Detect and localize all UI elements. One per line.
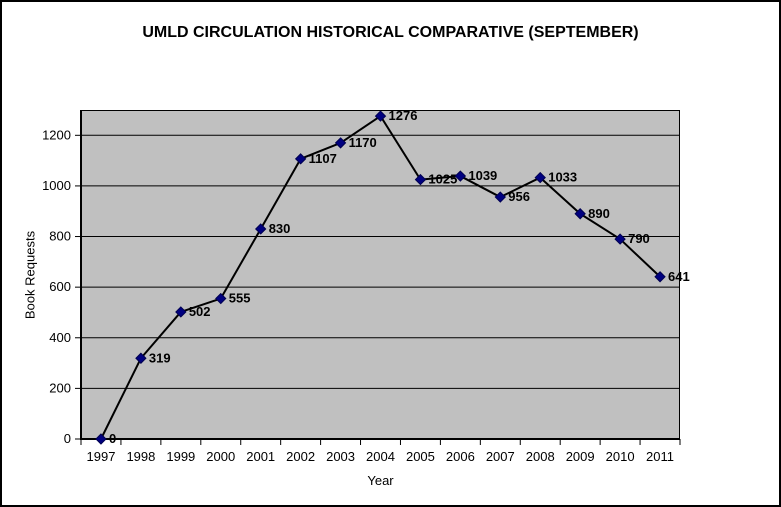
data-point-marker bbox=[494, 191, 507, 203]
data-point-label: 641 bbox=[668, 269, 690, 284]
data-point-label: 890 bbox=[588, 206, 610, 221]
plot-area bbox=[81, 110, 680, 439]
data-point-marker bbox=[654, 271, 666, 283]
x-tick-label: 2003 bbox=[326, 449, 355, 464]
data-point-label: 1276 bbox=[389, 108, 418, 123]
data-point-label: 555 bbox=[229, 291, 251, 306]
data-point-marker bbox=[374, 110, 387, 122]
x-tick-label: 1998 bbox=[126, 449, 155, 464]
data-point-label: 0 bbox=[109, 431, 116, 446]
data-point-label: 830 bbox=[269, 221, 291, 236]
x-tick-label: 2001 bbox=[246, 449, 275, 464]
x-tick-label: 2007 bbox=[486, 449, 515, 464]
data-point-marker bbox=[215, 292, 227, 305]
x-tick-label: 2009 bbox=[566, 449, 595, 464]
data-point-marker bbox=[614, 233, 626, 245]
data-point-marker bbox=[95, 433, 107, 445]
data-point-marker bbox=[254, 223, 267, 235]
data-point-marker bbox=[454, 170, 467, 182]
data-point-label: 319 bbox=[149, 350, 171, 365]
x-tick-label: 1997 bbox=[87, 449, 116, 464]
data-point-label: 1107 bbox=[309, 151, 337, 166]
data-point-label: 1039 bbox=[468, 168, 497, 183]
x-tick-label: 2006 bbox=[446, 449, 475, 464]
x-tick-label: 2010 bbox=[606, 449, 635, 464]
data-point-marker bbox=[574, 208, 586, 220]
data-point-marker bbox=[175, 306, 187, 318]
y-tick-label: 600 bbox=[49, 279, 71, 294]
data-point-marker bbox=[534, 171, 546, 184]
data-point-label: 1170 bbox=[349, 135, 377, 150]
y-tick-label: 200 bbox=[49, 380, 71, 395]
data-point-marker bbox=[135, 352, 147, 364]
data-point-label: 1033 bbox=[548, 170, 577, 185]
x-tick-label: 2008 bbox=[526, 449, 555, 464]
y-tick-label: 400 bbox=[49, 330, 71, 345]
data-point-label: 502 bbox=[189, 304, 211, 319]
y-tick-label: 800 bbox=[49, 229, 71, 244]
x-tick-label: 2002 bbox=[286, 449, 315, 464]
chart-title: UMLD CIRCULATION HISTORICAL COMPARATIVE … bbox=[142, 24, 639, 41]
x-tick-label: 2011 bbox=[646, 449, 674, 464]
y-tick-label: 1000 bbox=[42, 178, 71, 193]
data-point-label: 1025 bbox=[428, 172, 457, 187]
x-tick-label: 1999 bbox=[166, 449, 195, 464]
x-tick-label: 2004 bbox=[366, 449, 395, 464]
data-point-label: 956 bbox=[508, 189, 530, 204]
x-tick-label: 2005 bbox=[406, 449, 435, 464]
y-tick-label: 1200 bbox=[42, 127, 71, 142]
y-tick-label: 0 bbox=[64, 431, 71, 446]
x-axis-title: Year bbox=[367, 473, 394, 488]
data-point-label: 790 bbox=[628, 231, 650, 246]
data-point-marker bbox=[334, 137, 347, 149]
x-tick-label: 2000 bbox=[206, 449, 235, 464]
data-point-marker bbox=[414, 173, 427, 186]
data-point-marker bbox=[294, 153, 307, 165]
